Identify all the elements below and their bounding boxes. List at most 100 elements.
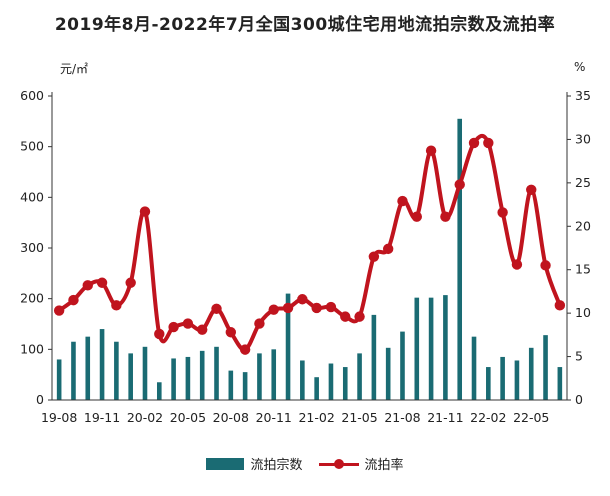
bar-20-10	[257, 353, 262, 400]
point-20-11	[268, 304, 279, 315]
bar-21-05	[357, 353, 362, 400]
right-tick-label-5: 5	[575, 349, 583, 364]
bar-21-11	[443, 295, 448, 400]
bar-22-07	[557, 367, 563, 400]
right-tick-label-25: 25	[575, 175, 591, 190]
bar-21-09	[414, 297, 420, 400]
point-20-03	[154, 328, 165, 340]
right-tick-label-0: 0	[575, 392, 583, 407]
bars-layer	[56, 118, 563, 401]
legend-bar-swatch	[206, 457, 245, 470]
x-tick-label-21-05: 21-05	[341, 410, 377, 425]
point-21-05	[354, 311, 365, 322]
bar-20-08	[228, 370, 234, 400]
line-series-path	[57, 133, 562, 352]
axes-layer	[48, 92, 571, 401]
bar-19-09	[71, 341, 76, 400]
bar-20-09	[242, 372, 248, 400]
bar-21-01	[300, 360, 305, 400]
right-tick-label-15: 15	[575, 262, 591, 277]
left-tick-label-400: 400	[20, 189, 44, 204]
point-21-03	[325, 301, 337, 313]
point-20-12	[282, 302, 294, 314]
bar-20-02	[142, 346, 148, 400]
bar-19-08	[56, 359, 62, 400]
right-tick-label-20: 20	[575, 218, 591, 233]
point-19-08	[53, 305, 65, 316]
point-20-09	[239, 344, 251, 355]
point-20-10	[254, 318, 265, 329]
point-22-07	[554, 300, 566, 311]
bar-20-12	[285, 293, 291, 400]
bar-20-06	[199, 350, 205, 400]
bar-21-02	[314, 377, 319, 400]
left-tick-label-100: 100	[20, 341, 44, 356]
legend-item-bars: 流拍宗数	[206, 454, 303, 473]
bar-21-12	[457, 118, 463, 401]
point-21-02	[311, 302, 322, 314]
bar-20-01	[128, 353, 133, 400]
point-22-03	[497, 207, 508, 218]
point-21-04	[340, 311, 351, 322]
bar-21-10	[428, 297, 434, 400]
left-axis-unit: 元/㎡	[60, 62, 89, 76]
left-tick-label-500: 500	[20, 139, 44, 154]
point-21-11	[440, 211, 451, 222]
point-21-08	[397, 195, 408, 207]
point-21-01	[297, 294, 308, 305]
point-20-01	[125, 277, 136, 288]
right-tick-label-10: 10	[575, 305, 591, 320]
left-tick-label-200: 200	[20, 291, 44, 306]
left-tick-label-0: 0	[36, 392, 44, 407]
x-tick-label-19-11: 19-11	[84, 410, 120, 425]
bar-22-03	[500, 356, 505, 400]
legend-bar-label: 流拍宗数	[250, 458, 303, 473]
bar-19-11	[99, 329, 105, 400]
x-tick-label-22-05: 22-05	[513, 410, 549, 425]
x-tick-label-22-02: 22-02	[470, 410, 506, 425]
right-tick-label-35: 35	[575, 88, 591, 103]
bar-21-03	[328, 363, 334, 400]
x-tick-label-20-05: 20-05	[170, 410, 206, 425]
point-19-09	[68, 294, 79, 306]
line-layer	[53, 133, 566, 355]
left-tick-label-600: 600	[20, 88, 44, 103]
point-21-09	[411, 211, 422, 222]
point-22-01	[468, 137, 480, 149]
legend-line-swatch	[318, 458, 359, 470]
bar-19-10	[85, 336, 91, 400]
chart-title: 2019年8月-2022年7月全国300城住宅用地流拍宗数及流拍率	[54, 15, 556, 35]
bar-20-04	[171, 358, 176, 400]
bar-21-08	[400, 331, 405, 400]
legend-line-label: 流拍率	[364, 458, 404, 473]
point-20-04	[168, 321, 179, 333]
point-20-02	[139, 206, 151, 217]
point-22-06	[540, 260, 551, 271]
bar-22-06	[543, 335, 548, 400]
bar-19-12	[114, 341, 119, 400]
x-tick-label-21-08: 21-08	[384, 410, 420, 425]
x-tick-label-20-08: 20-08	[213, 410, 249, 425]
right-axis-unit: %	[574, 60, 586, 74]
left-tick-label-300: 300	[20, 240, 44, 255]
point-20-08	[225, 327, 237, 338]
bar-20-11	[271, 349, 277, 400]
bar-21-04	[342, 367, 348, 400]
bar-22-05	[528, 347, 534, 400]
bar-21-07	[385, 347, 391, 400]
x-tick-label-21-11: 21-11	[427, 410, 463, 425]
point-19-12	[111, 300, 122, 311]
chart-legend: 流拍宗数 流拍率	[0, 454, 610, 473]
legend-item-line: 流拍率	[318, 454, 404, 473]
point-19-10	[82, 280, 93, 291]
bar-21-06	[371, 314, 377, 400]
bar-22-01	[471, 336, 477, 400]
x-tick-label-19-08: 19-08	[41, 410, 77, 425]
point-20-06	[197, 324, 208, 335]
point-21-12	[454, 179, 465, 190]
point-22-04	[511, 259, 523, 270]
point-19-11	[96, 277, 108, 288]
point-21-06	[368, 251, 380, 262]
point-21-10	[425, 145, 437, 156]
